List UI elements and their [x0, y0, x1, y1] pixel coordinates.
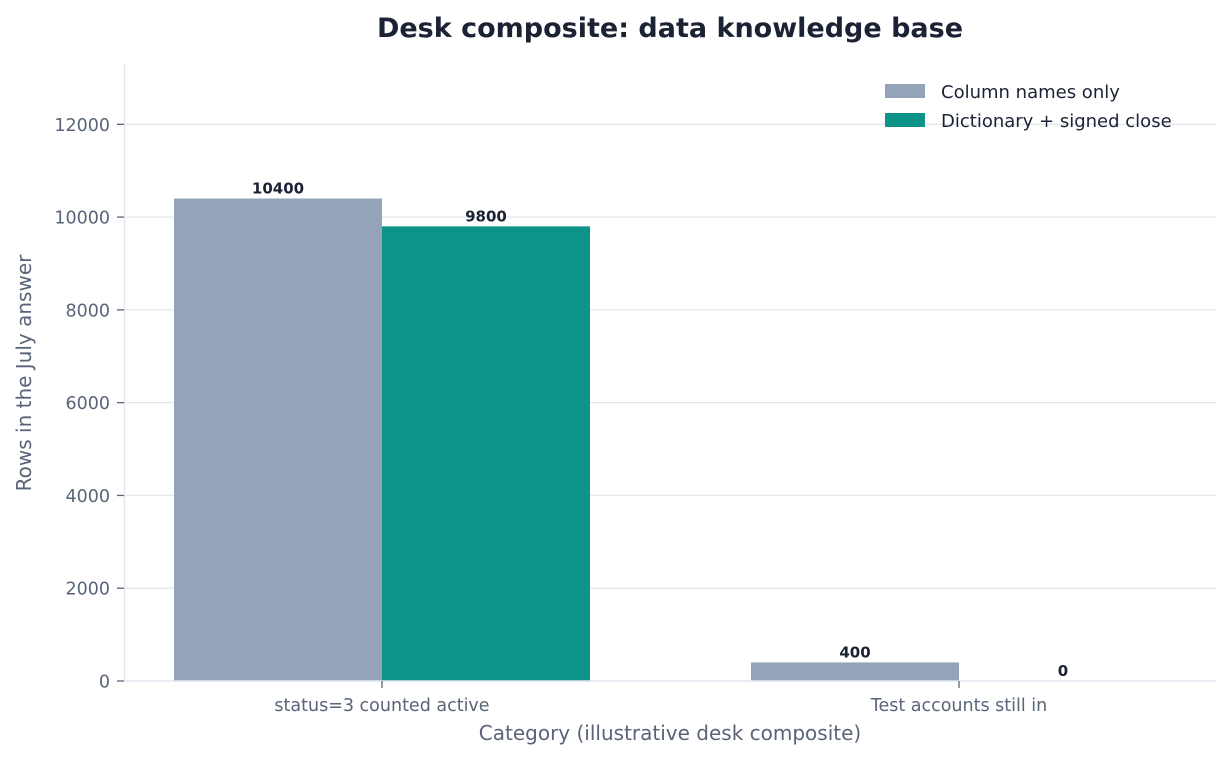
legend-label: Dictionary + signed close: [941, 111, 1172, 132]
legend: Column names only Dictionary + signed clo…: [885, 82, 1172, 132]
bar-value-label: 9800: [465, 207, 507, 225]
x-tick-label: status=3 counted active: [274, 696, 489, 716]
x-tick-label: Test accounts still in: [870, 696, 1048, 716]
y-tick-label: 10000: [54, 209, 110, 229]
bar: [382, 226, 590, 682]
y-tick-label: 12000: [54, 116, 110, 136]
bar-value-label: 0: [1058, 662, 1068, 680]
bar: [174, 198, 382, 682]
axes: [123, 64, 1216, 682]
y-tick-label: 8000: [65, 301, 110, 321]
legend-label: Column names only: [941, 82, 1120, 103]
legend-swatch: [885, 113, 925, 127]
x-axis-ticks: status=3 counted active Test accounts sti…: [274, 681, 1047, 716]
bars: [174, 198, 959, 682]
data-labels: 10400 9800 400 0: [252, 180, 1068, 680]
legend-swatch: [885, 84, 925, 98]
bar-value-label: 400: [839, 643, 870, 661]
y-tick-label: 6000: [65, 394, 110, 414]
y-axis-label: Rows in the July answer: [12, 254, 36, 491]
bar-value-label: 10400: [252, 180, 304, 198]
y-tick-label: 0: [99, 673, 110, 693]
bar: [751, 662, 959, 681]
x-axis-label: Category (illustrative desk composite): [479, 721, 861, 745]
y-tick-label: 2000: [65, 580, 110, 600]
chart-title: Desk composite: data knowledge base: [377, 13, 963, 44]
y-axis-ticks: 0 2000 4000 6000 8000 10000 12000: [54, 116, 124, 693]
y-tick-label: 4000: [65, 487, 110, 507]
